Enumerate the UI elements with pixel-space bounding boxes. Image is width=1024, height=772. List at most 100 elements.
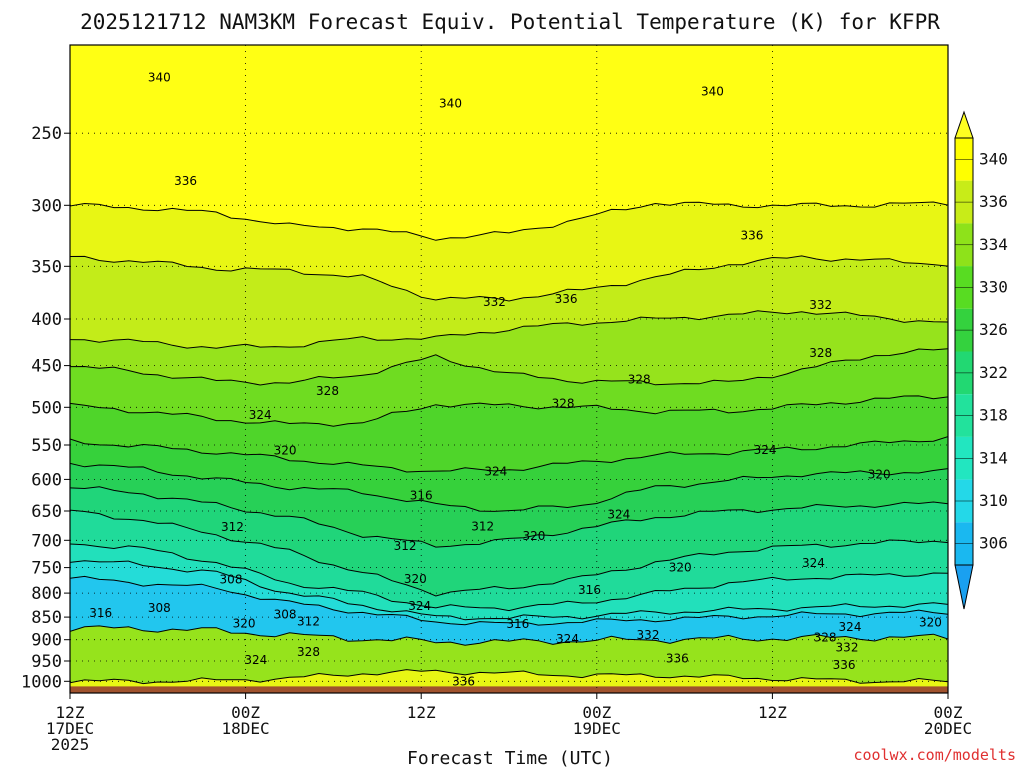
y-tick-label: 750 xyxy=(31,559,62,579)
contour-label: 328 xyxy=(552,396,575,410)
contour-label: 320 xyxy=(274,444,297,458)
contour-line-308 xyxy=(70,575,948,626)
contour-label: 332 xyxy=(483,295,506,309)
y-tick-label: 400 xyxy=(31,310,62,330)
contour-label: 332 xyxy=(637,628,660,642)
colorbar-label: 334 xyxy=(979,235,1008,254)
x-tick-label: 12Z xyxy=(758,703,787,722)
contour-label: 316 xyxy=(410,489,433,503)
colorbar-under-arrow xyxy=(954,564,974,610)
ground-surface xyxy=(70,686,948,693)
contour-label: 336 xyxy=(174,174,197,188)
contour-line-316 xyxy=(70,543,948,612)
contour-label: 336 xyxy=(666,652,689,666)
theta-e-fill-layer xyxy=(70,45,948,693)
chart-title: 2025121712 NAM3KM Forecast Equiv. Potent… xyxy=(80,10,940,34)
contour-line-328 xyxy=(70,395,948,427)
colorbar-label: 314 xyxy=(979,448,1008,467)
y-tick-label: 300 xyxy=(31,196,62,216)
contour-label: 320 xyxy=(868,468,891,482)
contour-label: 320 xyxy=(669,561,692,575)
contour-label: 308 xyxy=(220,573,243,587)
colorbar-frame xyxy=(954,137,974,566)
contour-label: 324 xyxy=(556,632,579,646)
x-tick-label: 12Z xyxy=(56,703,85,722)
contour-label: 308 xyxy=(274,608,297,622)
contour-label: 320 xyxy=(919,616,942,630)
contour-line-low-level xyxy=(70,625,948,646)
y-tick-label: 550 xyxy=(31,436,62,456)
contour-label: 328 xyxy=(297,645,320,659)
colorbar-label: 330 xyxy=(979,278,1008,297)
x-axis-label: Forecast Time (UTC) xyxy=(407,748,613,768)
contour-label: 324 xyxy=(839,620,862,634)
contour-label: 328 xyxy=(316,384,339,398)
contour-label: 324 xyxy=(754,443,777,457)
contour-label: 320 xyxy=(233,617,256,631)
contour-label: 336 xyxy=(452,674,475,688)
contour-label: 340 xyxy=(439,97,462,111)
colorbar-label: 322 xyxy=(979,363,1008,382)
contour-label: 316 xyxy=(506,617,529,631)
colorbar-label: 340 xyxy=(979,149,1008,168)
contour-line-layer xyxy=(70,201,948,685)
colorbar-label: 326 xyxy=(979,320,1008,339)
contour-line-surface xyxy=(70,669,948,685)
contour-line-312 xyxy=(70,560,948,621)
colorbar-label: 306 xyxy=(979,534,1008,553)
x-tick-label: 18DEC xyxy=(222,719,270,738)
x-tick-label: 20DEC xyxy=(924,719,972,738)
colorbar-legend: 340 336 334 330 326 322 318 314 310 306 xyxy=(954,110,1008,610)
contour-label: 312 xyxy=(221,520,244,534)
colorbar-label: 310 xyxy=(979,491,1008,510)
colorbar-label: 336 xyxy=(979,192,1008,211)
y-tick-label: 600 xyxy=(31,470,62,490)
contour-line-320 xyxy=(70,509,948,597)
x-tick-label: 19DEC xyxy=(573,719,621,738)
contour-label: 324 xyxy=(249,408,272,422)
contour-label: 312 xyxy=(471,520,494,534)
contour-label: 320 xyxy=(522,529,545,543)
y-tick-label: 700 xyxy=(31,531,62,551)
contour-label: 324 xyxy=(802,556,825,570)
y-tick-label: 900 xyxy=(31,631,62,651)
contour-label: 336 xyxy=(740,229,763,243)
y-tick-label: 1000 xyxy=(21,672,62,692)
contour-label: 320 xyxy=(404,572,427,586)
y-tick-label: 350 xyxy=(31,257,62,277)
y-tick-label: 800 xyxy=(31,584,62,604)
contour-label: 316 xyxy=(578,583,601,597)
contour-label: 332 xyxy=(836,641,859,655)
contour-label: 324 xyxy=(484,464,507,478)
x-tick-label: 2025 xyxy=(51,735,90,754)
y-tick-label: 250 xyxy=(31,124,62,144)
grid-layer xyxy=(70,45,948,693)
contour-line-322 xyxy=(70,486,948,548)
y-tick-label: 450 xyxy=(31,357,62,377)
y-tick-label: 500 xyxy=(31,398,62,418)
contour-label: 316 xyxy=(89,606,112,620)
contour-label: 336 xyxy=(833,658,856,672)
contour-label: 328 xyxy=(814,631,837,645)
colorbar-over-arrow xyxy=(954,110,974,139)
y-axis: 250 300 350 400 450 500 550 600 650 700 750 800 850 9… xyxy=(21,124,70,692)
contour-label: 324 xyxy=(408,599,431,613)
contour-label: 328 xyxy=(809,346,832,360)
y-tick-label: 650 xyxy=(31,502,62,522)
y-tick-label: 950 xyxy=(31,652,62,672)
contour-label: 312 xyxy=(297,615,320,629)
plot-frame xyxy=(69,44,949,694)
colorbar-label: 318 xyxy=(979,406,1008,425)
contour-label: 324 xyxy=(244,653,267,667)
credit-text: coolwx.com/modelts xyxy=(853,746,1016,764)
contour-label: 336 xyxy=(555,292,578,306)
contour-label: 308 xyxy=(148,601,171,615)
contour-line-336 xyxy=(70,201,948,241)
contour-label: 328 xyxy=(628,372,651,386)
x-tick-label: 00Z xyxy=(582,703,611,722)
contour-line-330 xyxy=(70,348,948,386)
y-tick-label: 850 xyxy=(31,608,62,628)
